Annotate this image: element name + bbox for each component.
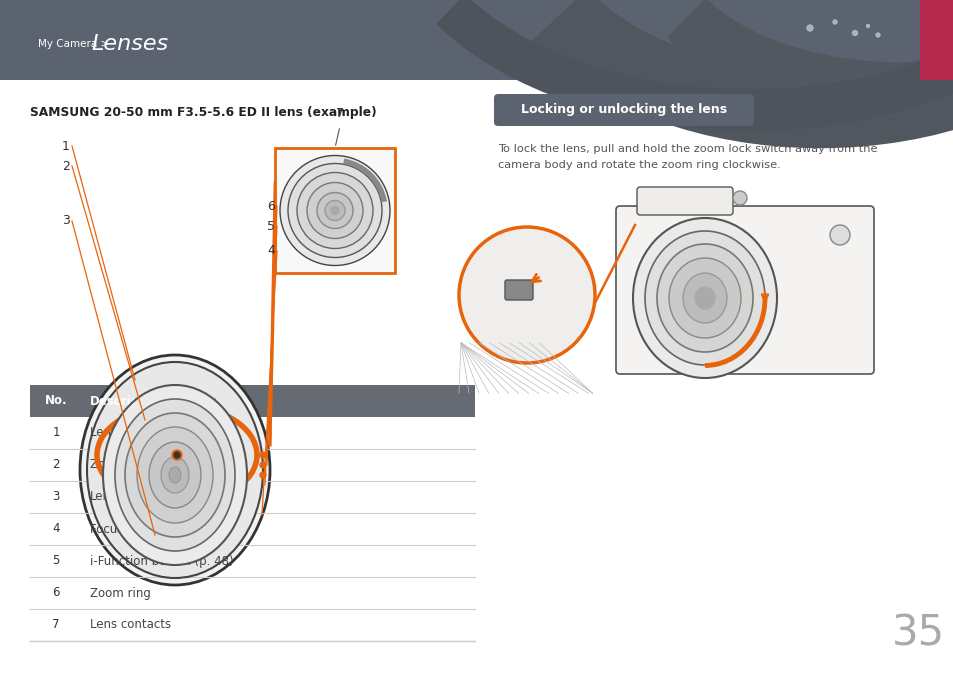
- Ellipse shape: [668, 258, 740, 338]
- FancyBboxPatch shape: [616, 206, 873, 374]
- Text: My Camera >: My Camera >: [38, 39, 112, 49]
- Circle shape: [316, 193, 353, 228]
- Bar: [0, 0, 953, 80]
- Bar: [30, 609, 475, 641]
- Bar: [30, 577, 475, 609]
- Text: Lens contacts: Lens contacts: [90, 619, 171, 631]
- Polygon shape: [270, 183, 274, 445]
- Text: Zoom lock switch: Zoom lock switch: [90, 458, 193, 471]
- Circle shape: [458, 227, 595, 363]
- Ellipse shape: [115, 399, 234, 551]
- Text: Lens: Lens: [90, 491, 117, 504]
- Ellipse shape: [633, 218, 776, 378]
- Ellipse shape: [695, 287, 714, 309]
- Text: 1: 1: [52, 427, 60, 439]
- Text: i-Function button (p. 48): i-Function button (p. 48): [90, 554, 233, 567]
- Text: SAMSUNG 20-50 mm F3.5-5.6 ED II lens (example): SAMSUNG 20-50 mm F3.5-5.6 ED II lens (ex…: [30, 105, 376, 119]
- Ellipse shape: [87, 362, 263, 578]
- Text: 4: 4: [52, 523, 60, 535]
- Circle shape: [296, 172, 373, 249]
- Text: Locking or unlocking the lens: Locking or unlocking the lens: [520, 103, 726, 116]
- FancyBboxPatch shape: [274, 148, 395, 273]
- Ellipse shape: [682, 273, 726, 323]
- Circle shape: [829, 225, 849, 245]
- Bar: [919, 0, 953, 80]
- FancyBboxPatch shape: [504, 280, 533, 300]
- FancyBboxPatch shape: [637, 187, 732, 215]
- Circle shape: [173, 452, 180, 458]
- Circle shape: [172, 450, 182, 460]
- Bar: [30, 449, 475, 481]
- Circle shape: [307, 183, 363, 239]
- Text: 3: 3: [62, 214, 70, 228]
- FancyArrowPatch shape: [532, 274, 540, 282]
- Ellipse shape: [137, 427, 213, 523]
- Bar: [30, 513, 475, 545]
- Bar: [30, 545, 475, 577]
- Circle shape: [732, 191, 746, 205]
- Text: Lenses: Lenses: [91, 34, 168, 54]
- Text: 6: 6: [52, 587, 60, 600]
- Ellipse shape: [644, 231, 764, 365]
- Text: camera body and rotate the zoom ring clockwise.: camera body and rotate the zoom ring clo…: [497, 160, 780, 170]
- Circle shape: [260, 462, 266, 468]
- Ellipse shape: [80, 355, 270, 585]
- Bar: [30, 417, 475, 449]
- Text: No.: No.: [45, 395, 68, 408]
- Circle shape: [832, 20, 836, 24]
- Ellipse shape: [657, 244, 752, 352]
- Text: Lens mount index: Lens mount index: [90, 427, 195, 439]
- Text: 35: 35: [890, 612, 943, 654]
- Bar: [30, 385, 475, 417]
- Ellipse shape: [125, 413, 225, 537]
- Text: 5: 5: [267, 220, 274, 233]
- Circle shape: [260, 452, 266, 458]
- Circle shape: [288, 164, 381, 258]
- Text: 2: 2: [62, 160, 70, 172]
- Text: Description: Description: [90, 395, 166, 408]
- Ellipse shape: [161, 457, 189, 493]
- Text: 5: 5: [52, 554, 60, 567]
- Ellipse shape: [169, 467, 181, 483]
- Text: 2: 2: [52, 458, 60, 471]
- Circle shape: [260, 472, 266, 478]
- Circle shape: [875, 33, 879, 37]
- Circle shape: [806, 25, 812, 31]
- Ellipse shape: [103, 385, 247, 565]
- Text: 7: 7: [335, 107, 344, 120]
- Circle shape: [852, 30, 857, 36]
- FancyBboxPatch shape: [494, 94, 753, 126]
- Circle shape: [325, 201, 345, 220]
- Text: 4: 4: [267, 245, 274, 258]
- Text: 7: 7: [52, 619, 60, 631]
- Circle shape: [865, 24, 868, 28]
- Circle shape: [280, 155, 390, 266]
- Text: 6: 6: [267, 199, 274, 212]
- Text: 3: 3: [52, 491, 60, 504]
- Text: Zoom ring: Zoom ring: [90, 587, 151, 600]
- Text: Focus ring (p. 70): Focus ring (p. 70): [90, 523, 193, 535]
- Ellipse shape: [149, 442, 201, 508]
- Bar: [30, 481, 475, 513]
- Text: 1: 1: [62, 139, 70, 153]
- Text: To lock the lens, pull and hold the zoom lock switch away from the: To lock the lens, pull and hold the zoom…: [497, 144, 877, 154]
- Circle shape: [331, 206, 338, 214]
